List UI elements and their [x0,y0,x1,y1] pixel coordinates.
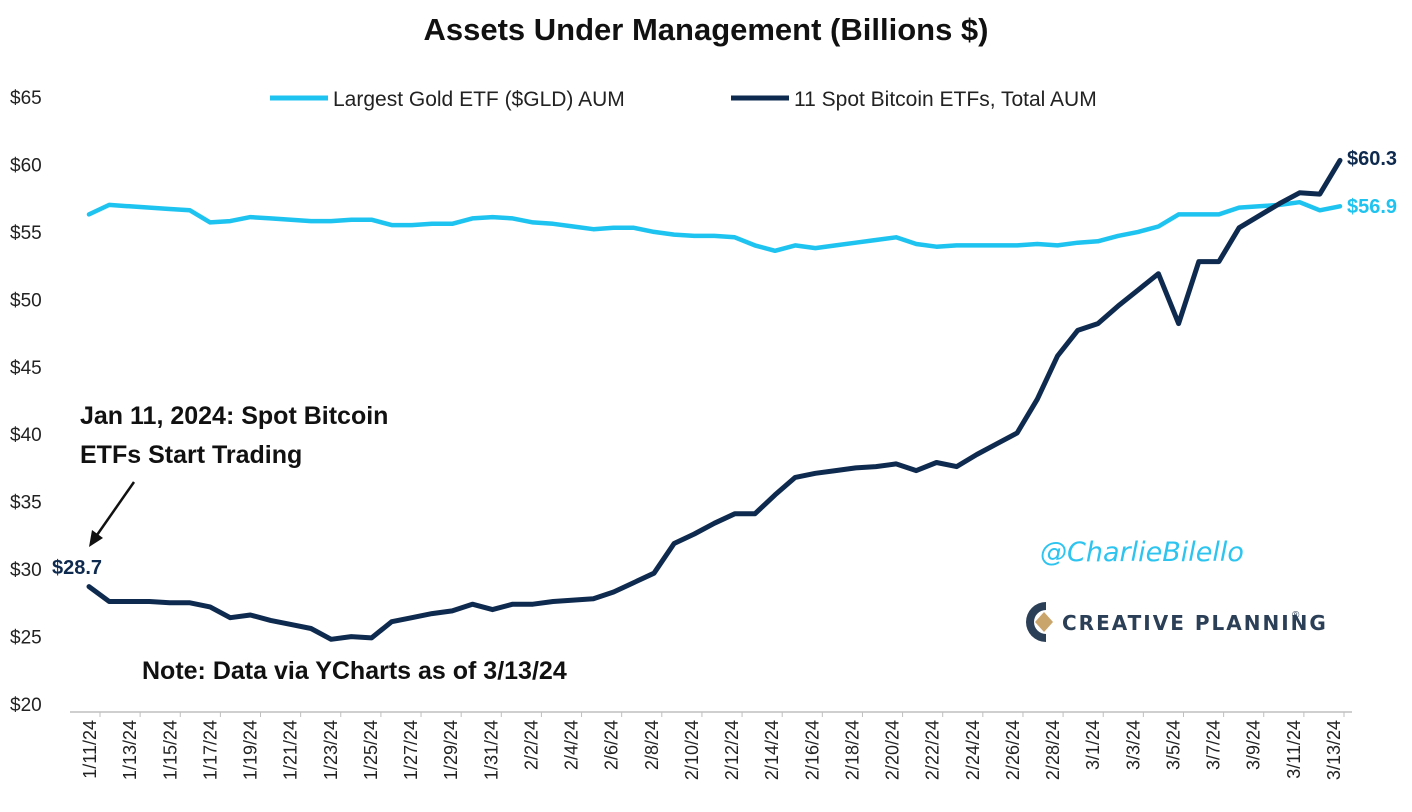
y-tick-label: $50 [10,290,42,311]
annotation-arrow [89,481,136,547]
x-tick-label: 2/24/24 [963,720,983,780]
legend-label-bitcoin: 11 Spot Bitcoin ETFs, Total AUM [794,88,1097,111]
y-tick-label: $65 [10,88,42,109]
logo-mark-icon [1026,602,1046,642]
x-tick-label: 2/6/24 [602,720,622,770]
x-tick-label: 3/11/24 [1284,720,1304,779]
annotation-launch-line1: Jan 11, 2024: Spot Bitcoin [80,402,388,430]
legend: Largest Gold ETF ($GLD) AUM 11 Spot Bitc… [270,88,1097,111]
x-tick-label: 1/27/24 [401,720,421,780]
x-tick-label: 2/26/24 [1003,720,1023,780]
annotation-launch-line2: ETFs Start Trading [80,441,302,469]
y-tick-label: $45 [10,358,42,379]
x-tick-label: 2/22/24 [923,720,943,780]
y-tick-label: $40 [10,425,42,446]
y-tick-label: $60 [10,155,42,176]
x-tick-label: 2/4/24 [562,720,582,770]
x-tick-label: 1/23/24 [321,720,341,780]
creative-planning-logo: CREATIVE PLANNING ® [1026,602,1328,642]
y-tick-label: $35 [10,493,42,514]
annotation-note: Note: Data via YCharts as of 3/13/24 [142,657,567,685]
series-layer [86,157,1343,642]
x-tick-label: 1/13/24 [120,720,140,780]
x-tick-label: 2/2/24 [521,720,541,770]
x-tick-label: 1/29/24 [441,720,461,780]
x-tick-label: 1/25/24 [361,720,381,780]
x-tick-label: 3/1/24 [1083,720,1103,770]
brand-name: CREATIVE PLANNING [1062,611,1328,635]
y-tick-label: $30 [10,560,42,581]
x-tick-label: 2/18/24 [842,720,862,780]
start-label-bitcoin: $28.7 [52,557,102,579]
x-tick-label: 3/3/24 [1123,720,1143,770]
y-tick-label: $20 [10,695,42,716]
x-tick-label: 3/13/24 [1324,720,1344,780]
x-tick-label: 3/5/24 [1163,720,1183,770]
x-tick-label: 1/17/24 [200,720,220,780]
x-tick-label: 2/16/24 [802,720,822,780]
x-tick-label: 2/28/24 [1043,720,1063,780]
end-label-gold: $56.9 [1347,196,1397,218]
x-tick-label: 2/12/24 [722,720,742,780]
x-tick-label: 3/7/24 [1204,720,1224,770]
x-tick-label: 1/15/24 [160,720,180,780]
x-tick-label: 1/21/24 [281,720,301,780]
series-line-gold [86,199,1343,254]
x-tick-label: 2/8/24 [642,720,662,770]
x-tick-label: 1/11/24 [80,720,100,779]
chart-title: Assets Under Management (Billions $) [423,12,988,47]
x-tick-label: 3/9/24 [1244,720,1264,770]
x-tick-label: 2/10/24 [682,720,702,780]
legend-label-gold: Largest Gold ETF ($GLD) AUM [333,88,625,111]
end-label-bitcoin: $60.3 [1347,148,1397,170]
x-tick-label: 1/31/24 [481,720,501,780]
x-tick-label: 2/14/24 [762,720,782,780]
series-line-bitcoin [86,157,1343,642]
y-tick-label: $55 [10,223,42,244]
watermark-handle: @CharlieBilello [1040,537,1244,568]
x-tick-label: 1/19/24 [241,720,261,780]
x-tick-label: 2/20/24 [883,720,903,780]
brand-registered-mark: ® [1292,610,1300,621]
y-axis: $20 $25 $30 $35 $40 $45 $50 $55 $60 $65 [10,88,42,716]
x-axis: 1/11/24 1/13/24 1/15/24 1/17/24 1/19/24 1/21/… [80,712,1345,780]
logo-diamond-icon [1035,612,1053,632]
y-tick-label: $25 [10,628,42,649]
